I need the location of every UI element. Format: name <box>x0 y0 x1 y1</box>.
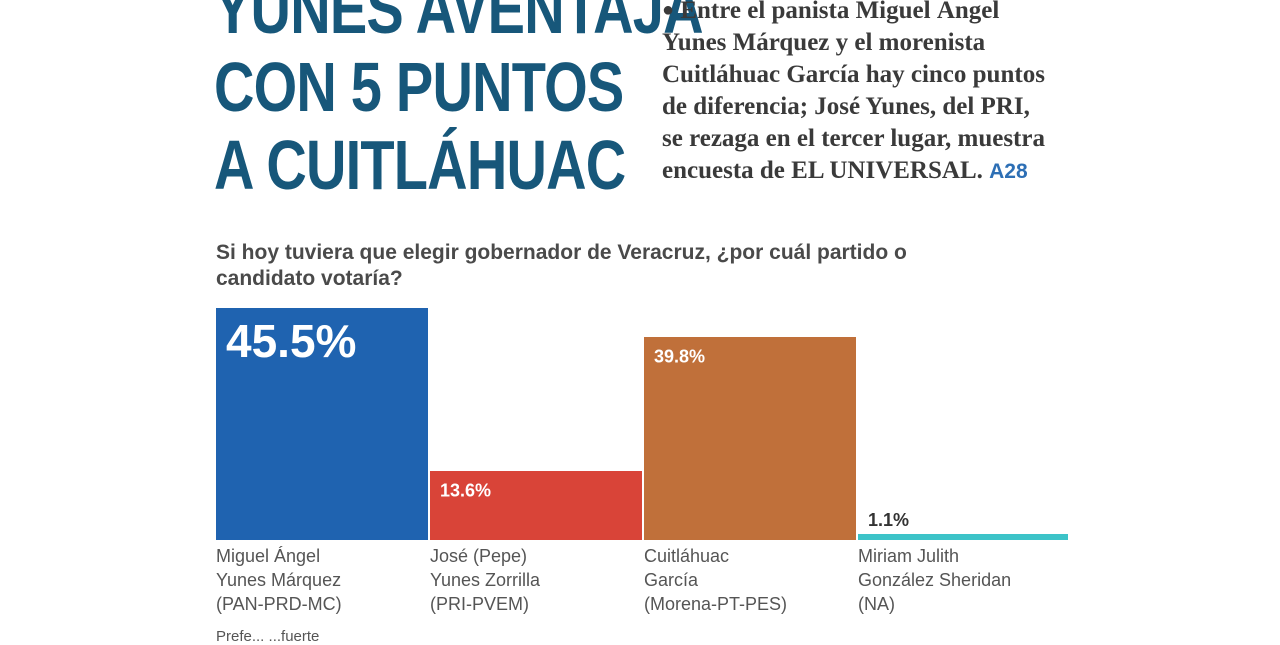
category-label-line: (Morena-PT-PES) <box>644 594 788 614</box>
chart-title: Si hoy tuviera que elegir gobernador de … <box>216 241 907 290</box>
category-label-line: (NA) <box>858 594 895 614</box>
summary-text: Entre el panista Miguel Ángel Yunes Márq… <box>662 0 1045 184</box>
bar-2 <box>430 471 642 540</box>
category-label-line: (PRI-PVEM) <box>430 594 529 614</box>
category-label-line: Miguel Ángel <box>216 546 321 566</box>
bar-4 <box>858 534 1068 540</box>
page-reference: A28 <box>989 160 1028 183</box>
category-label-gonzalez-sheridan: Miriam Julith González Sheridan (NA) <box>858 544 1068 616</box>
bar-value-label-1: 45.5% <box>226 315 356 367</box>
category-label-cuitlahuac-garcia: Cuitláhuac García (Morena-PT-PES) <box>644 544 854 616</box>
category-label-line: Miriam Julith <box>858 546 960 566</box>
category-label-line: Yunes Márquez <box>216 570 342 590</box>
category-label-yunes-marquez: Miguel Ángel Yunes Márquez (PAN-PRD-MC) <box>216 544 426 616</box>
category-label-line: Yunes Zorrilla <box>430 570 541 590</box>
category-label-line: González Sheridan <box>858 570 1012 590</box>
category-label-yunes-zorrilla: José (Pepe) Yunes Zorrilla (PRI-PVEM) <box>430 544 640 616</box>
category-label-line: Cuitláhuac <box>644 546 730 566</box>
category-label-line: José (Pepe) <box>430 546 528 566</box>
bar-1 <box>216 308 428 540</box>
category-label-line: (PAN-PRD-MC) <box>216 594 342 614</box>
category-label-line: García <box>644 570 699 590</box>
bullet-icon: ● <box>662 0 675 21</box>
bar-value-label-4: 1.1% <box>868 510 909 530</box>
bar-value-label-2: 13.6% <box>440 480 491 500</box>
bar-3 <box>644 337 856 540</box>
footer-note: Prefe... ...fuerte <box>216 628 320 645</box>
summary-paragraph: ● Entre el panista Miguel Ángel Yunes Má… <box>662 0 1052 188</box>
bar-value-label-3: 39.8% <box>654 346 705 366</box>
